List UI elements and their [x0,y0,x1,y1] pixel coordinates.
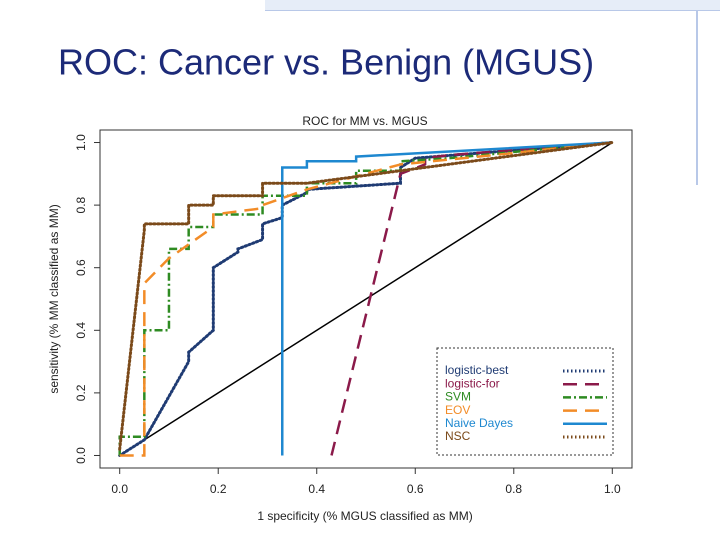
plot-frame [99,129,633,469]
x-tick-label: 1.0 [604,482,621,496]
y-tick-label: 0.8 [74,196,88,213]
y-tick-label: 0.6 [74,259,88,276]
chart-title: ROC for MM vs. MGUS [302,114,427,128]
legend-label: logistic-for [445,376,500,390]
legend-label: NSC [445,429,471,443]
x-tick-label: 0.2 [210,482,227,496]
y-axis-label: sensitivity (% MM classified as MM) [47,204,61,393]
legend-label: EOV [445,403,470,417]
x-tick-label: 0.8 [505,482,522,496]
roc-curve [119,141,613,457]
roc-curve [118,141,614,457]
x-tick-label: 0.6 [407,482,424,496]
legend-label: SVM [445,390,471,404]
x-tick-label: 0.4 [308,482,325,496]
roc-curve [281,141,613,456]
roc-curve [118,141,613,456]
y-tick-label: 1.0 [74,134,88,151]
y-tick-label: 0.4 [74,322,88,339]
x-axis-label: 1 specificity (% MGUS classified as MM) [257,509,472,523]
slide-title: ROC: Cancer vs. Benign (MGUS) [58,42,594,83]
legend-label: Naive Dayes [445,416,513,430]
x-tick-label: 0.0 [111,482,128,496]
y-tick-label: 0.2 [74,384,88,401]
decoration [265,0,720,185]
legend-label: logistic-best [445,363,509,377]
roc-curve [118,141,614,451]
y-tick-label: 0.0 [74,447,88,464]
roc-curve [330,141,613,456]
reference-line [119,141,613,457]
